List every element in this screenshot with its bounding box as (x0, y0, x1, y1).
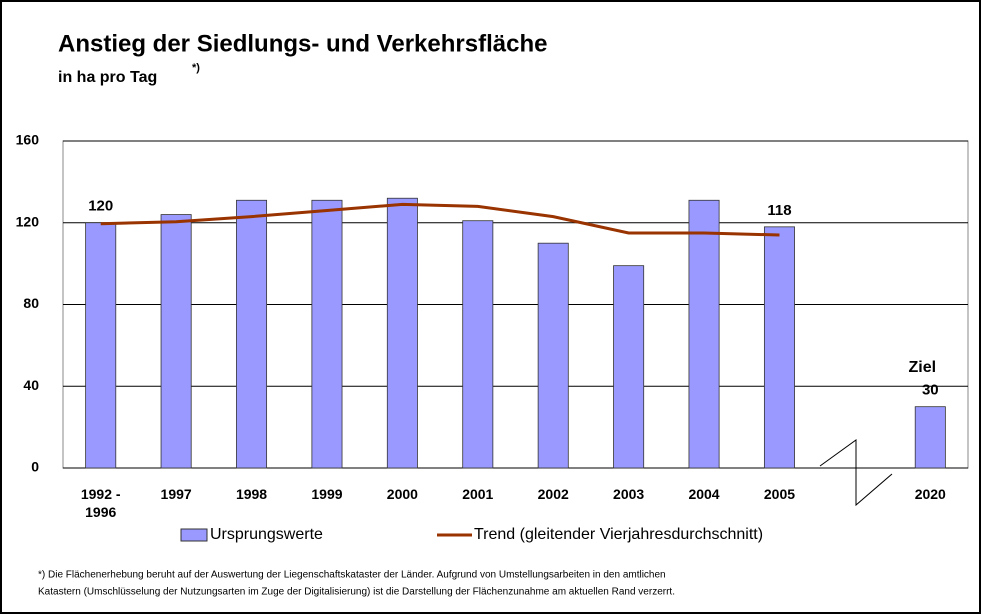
x-tick-label: 1997 (160, 486, 192, 502)
data-label: 118 (767, 202, 791, 219)
axis-break (819, 439, 893, 507)
chart-title: Anstieg der Siedlungs- und Verkehrsfläch… (58, 30, 547, 57)
bar (160, 214, 192, 469)
bar (763, 226, 795, 469)
bar (85, 222, 117, 469)
y-tick-label: 80 (23, 295, 39, 311)
legend-label: Ursprungswerte (210, 526, 323, 543)
y-tick-label: 160 (16, 132, 40, 148)
y-tick-label: 120 (16, 213, 40, 229)
data-label: 120 (88, 198, 113, 215)
x-tick-label: 2004 (688, 486, 720, 502)
x-tick-label: 2001 (462, 486, 494, 502)
trend-line (100, 202, 780, 237)
bar (914, 406, 946, 469)
legend-label: Trend (gleitender Vierjahresdurchschnitt… (474, 526, 763, 543)
bar (236, 199, 268, 469)
break-mark (819, 439, 893, 507)
bar (462, 220, 494, 469)
x-tick-label: 1992 - 1996 (80, 486, 121, 520)
y-tick-label: 0 (31, 459, 39, 475)
bar (688, 199, 720, 469)
x-tick-label: 2005 (763, 486, 796, 502)
y-tick-label: 40 (23, 377, 39, 393)
bar (537, 242, 569, 469)
x-tick-label: 2020 (914, 486, 946, 502)
annotation: Ziel (909, 359, 937, 376)
subtitle-note: *) (192, 62, 200, 74)
data-label: 30 (922, 382, 939, 399)
x-tick-label: 1999 (311, 486, 343, 502)
x-tick-label: 2003 (613, 486, 645, 502)
x-tick-label: 2002 (537, 486, 569, 502)
bar (386, 197, 418, 469)
bar (311, 199, 343, 469)
footnote: Katastern (Umschlüsselung der Nutzungsar… (38, 587, 675, 598)
x-tick-label: 2000 (386, 486, 418, 502)
x-tick-label: 1998 (235, 486, 268, 502)
chart-subtitle: in ha pro Tag (58, 69, 157, 86)
legend-swatch (180, 528, 208, 542)
bar (613, 265, 645, 469)
footnote: *) Die Flächenerhebung beruht auf der Au… (38, 570, 666, 581)
